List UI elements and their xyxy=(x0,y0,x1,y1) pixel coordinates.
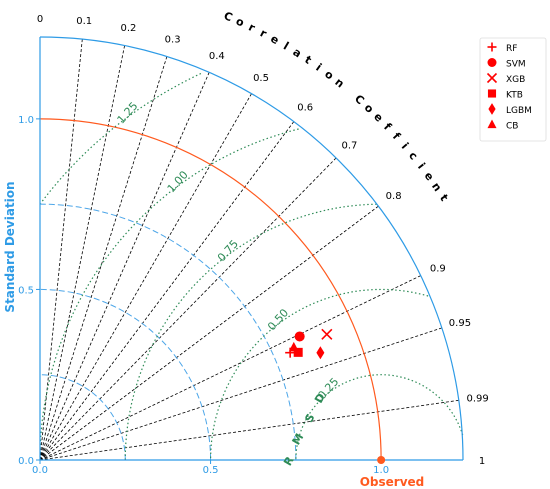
correlation-label-letter: o xyxy=(362,101,377,116)
marker-cb xyxy=(288,341,299,352)
correlation-line xyxy=(39,56,168,461)
correlation-label-letter: C xyxy=(352,92,367,107)
correlation-label-letter: c xyxy=(406,149,420,162)
correlation-line xyxy=(39,327,442,461)
y-tick-label: 0.5 xyxy=(18,285,34,296)
x-tick-label: 0.5 xyxy=(203,465,219,476)
observed-point xyxy=(377,456,386,464)
rms-contour xyxy=(40,72,202,204)
correlation-tick-label: 0.9 xyxy=(430,263,446,274)
correlation-label-letter: e xyxy=(268,32,281,47)
correlation-tick-label: 0 xyxy=(37,14,43,25)
legend-marker-svm xyxy=(487,58,497,67)
rms-contour-label: 0.75 xyxy=(215,237,241,264)
correlation-label-letter: C xyxy=(222,9,235,24)
legend-marker-cb xyxy=(487,119,497,129)
correlation-tick-label: 0.4 xyxy=(209,51,225,62)
rmsd-label-letter: R xyxy=(281,454,297,468)
marker-lgbm xyxy=(316,346,325,360)
x-axis-label: Observed xyxy=(360,475,425,489)
legend-box xyxy=(479,37,547,142)
std-reference-arc xyxy=(39,374,126,461)
rms-contour xyxy=(39,128,299,461)
text-layer: Standard Deviation Observed 0 0.1 0.2 0.3 0.… xyxy=(3,9,489,489)
correlation-label-letter: o xyxy=(234,15,247,30)
y-axis-label: Standard Deviation xyxy=(3,181,17,312)
legend-label: XGB xyxy=(506,75,525,85)
y-tick-label: 1.0 xyxy=(18,115,34,126)
correlation-tick-label: 1 xyxy=(479,456,485,467)
correlation-label-letter: f xyxy=(381,120,394,133)
correlation-label-letter: r xyxy=(246,21,257,35)
std-reference-arc xyxy=(39,288,212,461)
correlation-label-letter: t xyxy=(437,192,451,203)
correlation-line xyxy=(39,121,295,461)
legend: RF SVM XGB KTB LGBM CB xyxy=(479,37,547,142)
legend-marker-ktb xyxy=(487,89,497,98)
correlation-label-letter: n xyxy=(429,180,444,194)
rms-contour xyxy=(124,203,377,460)
legend-label: KTB xyxy=(506,91,523,101)
correlation-label-letter: t xyxy=(302,53,314,67)
marker-layer xyxy=(285,328,386,464)
rms-contour-label: 0.50 xyxy=(265,306,291,333)
correlation-line xyxy=(39,72,210,461)
legend-marker-xgb xyxy=(486,72,498,84)
correlation-line xyxy=(39,275,421,461)
correlation-label-letter: e xyxy=(371,110,385,125)
correlation-label-letter: l xyxy=(281,40,291,53)
correlation-label-letter: o xyxy=(322,68,336,83)
correlation-line xyxy=(39,205,379,461)
axis-layer xyxy=(36,36,464,464)
legend-marker-rf xyxy=(487,42,497,52)
correlation-tick-label: 0.95 xyxy=(449,318,471,329)
std-reference-arc xyxy=(39,203,297,461)
correlation-tick-label: 0.99 xyxy=(466,394,488,405)
correlation-label-letter: e xyxy=(422,169,437,183)
rms-contour xyxy=(210,288,429,460)
correlation-line xyxy=(39,45,125,461)
marker-svm xyxy=(294,331,305,342)
correlation-label-letter: n xyxy=(332,75,346,90)
correlation-label-letter: a xyxy=(290,45,303,60)
rms-contour-label: 1.25 xyxy=(115,99,141,126)
y-tick-label: 0.0 xyxy=(18,456,34,467)
correlation-line xyxy=(39,39,83,461)
x-tick-label: 0.0 xyxy=(32,465,48,476)
correlation-label-letter: i xyxy=(399,140,411,151)
outer-arc xyxy=(39,36,464,461)
legend-label: LGBM xyxy=(506,106,532,116)
correlation-tick-label: 0.1 xyxy=(76,16,92,27)
correlation-label-letter: i xyxy=(313,61,324,74)
correlation-tick-label: 0.5 xyxy=(253,73,269,84)
legend-label: SVM xyxy=(506,60,526,70)
marker-xgb xyxy=(321,328,333,340)
rms-contour-label: 1.00 xyxy=(165,168,191,195)
correlation-label-letter: f xyxy=(390,130,403,142)
correlation-tick-label: 0.7 xyxy=(341,140,357,151)
correlation-tick-label: 0.3 xyxy=(165,34,181,45)
legend-label: RF xyxy=(506,44,517,54)
legend-marker-lgbm xyxy=(488,103,496,115)
correlation-line xyxy=(39,93,252,461)
correlation-line xyxy=(39,399,459,461)
rmsd-label-letter: M xyxy=(290,431,307,447)
legend-label: CB xyxy=(506,122,518,132)
correlation-line xyxy=(39,157,337,461)
observed-std-arc xyxy=(39,118,382,461)
rms-contour xyxy=(295,374,464,461)
correlation-label-letter: r xyxy=(258,26,269,40)
correlation-tick-label: 0.2 xyxy=(120,23,136,34)
correlation-label-letter: i xyxy=(415,161,428,172)
correlation-tick-label: 0.8 xyxy=(386,191,402,202)
correlation-tick-label: 0.6 xyxy=(297,102,313,113)
marker-ktb xyxy=(293,347,303,357)
grid-layer xyxy=(39,37,464,461)
x-tick-label: 1.0 xyxy=(373,465,389,476)
